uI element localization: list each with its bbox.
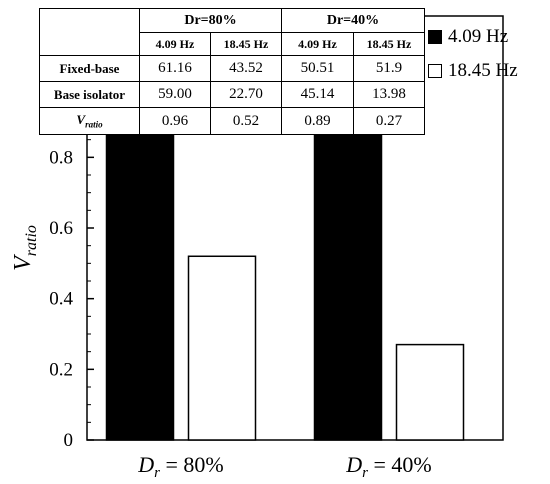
legend-swatch-4-09hz [428, 30, 442, 44]
table-sub-header: 18.45 Hz [353, 32, 425, 57]
y-axis-label: Vratio [10, 225, 40, 271]
table-cell: 0.27 [353, 107, 425, 135]
table-row-label: Base isolator [39, 81, 140, 109]
table-sub-header: 18.45 Hz [210, 32, 282, 57]
legend-label: 18.45 Hz [448, 60, 518, 81]
y-tick-label: 0.2 [49, 359, 73, 380]
legend-swatch-18-45hz [428, 64, 442, 78]
table-cell: 50.51 [281, 55, 354, 83]
table-cell: 59.00 [139, 81, 211, 109]
legend-entry-18-45hz: 18.45 Hz [428, 54, 550, 88]
y-tick-label: 0.6 [49, 218, 73, 239]
table-cell: 45.14 [281, 81, 354, 109]
table-row-label-sub: ratio [85, 119, 103, 130]
table-sub-header: 4.09 Hz [281, 32, 354, 57]
table-row-label: Fixed-base [39, 55, 140, 83]
table-cell: 13.98 [353, 81, 425, 109]
data-table: Dr=80% Dr=40% 4.09 Hz 18.45 Hz 4.09 Hz 1… [39, 7, 425, 135]
table-row-fixed-base: Fixed-base 61.16 43.52 50.51 51.9 [39, 55, 425, 83]
table-sub-header: 4.09 Hz [139, 32, 211, 57]
table-group-header-dr80: Dr=80% [139, 7, 282, 34]
table-sub-header-row: 4.09 Hz 18.45 Hz 4.09 Hz 18.45 Hz [40, 32, 425, 57]
table-row-label-main: V [76, 112, 86, 128]
bar-high-freq [187, 255, 257, 441]
bar-high-freq [395, 343, 465, 441]
x-category-label: Dr = 40% [345, 452, 431, 481]
legend-entry-4-09hz: 4.09 Hz [428, 20, 550, 54]
y-tick-label: 0.8 [49, 147, 73, 168]
table-cell: 61.16 [139, 55, 211, 83]
table-cell: 43.52 [210, 55, 282, 83]
legend: 4.09 Hz 18.45 Hz [428, 20, 550, 88]
table-cell: 22.70 [210, 81, 282, 109]
y-tick-label: 0.4 [49, 289, 73, 310]
table-header-group-row: Dr=80% Dr=40% [39, 7, 425, 57]
table-group-header-dr40: Dr=40% [281, 7, 425, 34]
table-corner-cell [39, 7, 140, 57]
y-tick-label: 0 [64, 430, 74, 451]
table-row-base-isolator: Base isolator 59.00 22.70 45.14 13.98 [39, 81, 425, 109]
table-cell: 0.89 [281, 107, 354, 135]
table-cell: 51.9 [353, 55, 425, 83]
table-cell: 0.52 [210, 107, 282, 135]
table-cell: 0.96 [139, 107, 211, 135]
x-category-label: Dr = 80% [137, 452, 223, 481]
table-row-label: Vratio [39, 107, 140, 135]
legend-label: 4.09 Hz [448, 26, 509, 47]
table-row-vratio: Vratio 0.96 0.52 0.89 0.27 [39, 107, 425, 135]
bar-low-freq [105, 100, 175, 441]
bar-low-freq [313, 124, 383, 441]
